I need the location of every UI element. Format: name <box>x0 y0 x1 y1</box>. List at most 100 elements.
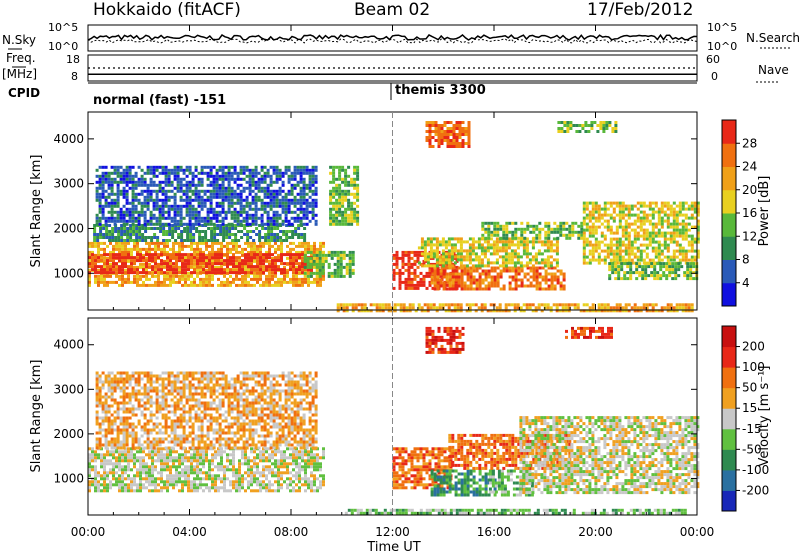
range-cell <box>149 177 153 181</box>
range-cell <box>645 246 649 250</box>
range-cell <box>138 230 142 233</box>
range-cell <box>233 171 237 175</box>
range-cell <box>573 303 577 307</box>
range-cell <box>209 180 213 184</box>
range-cell <box>493 233 497 237</box>
range-cell <box>660 225 664 229</box>
range-cell <box>543 264 547 268</box>
range-cell <box>185 174 189 178</box>
range-cell <box>563 124 567 127</box>
range-cell <box>456 309 460 313</box>
range-cell <box>218 183 222 187</box>
range-cell <box>125 171 129 175</box>
range-cell <box>107 174 111 178</box>
range-cell <box>495 246 499 250</box>
range-cell <box>630 228 634 232</box>
range-cell <box>446 283 450 287</box>
range-cell <box>654 240 658 244</box>
range-cell <box>172 241 175 245</box>
range-cell <box>314 186 318 190</box>
range-cell <box>181 274 184 278</box>
range-cell <box>157 280 160 284</box>
range-cell <box>609 237 613 241</box>
range-cell <box>229 268 232 272</box>
range-cell <box>286 271 289 275</box>
range-cell <box>455 133 459 136</box>
range-cell <box>167 207 171 211</box>
range-cell <box>272 165 276 169</box>
range-cell <box>154 271 157 275</box>
range-cell <box>442 281 446 285</box>
range-cell <box>624 237 628 241</box>
range-cell <box>278 177 282 181</box>
range-cell <box>341 198 345 202</box>
range-cell <box>293 186 297 190</box>
range-cell <box>159 230 163 233</box>
range-cell <box>238 271 241 275</box>
range-cell <box>256 280 259 284</box>
range-cell <box>636 231 640 235</box>
range-cell <box>122 195 126 199</box>
range-cell <box>669 240 673 244</box>
range-cell <box>447 243 451 247</box>
range-cell <box>675 309 679 313</box>
range-cell <box>460 284 464 288</box>
range-cell <box>256 250 259 254</box>
range-cell <box>437 142 441 145</box>
range-cell <box>118 256 121 260</box>
range-cell <box>139 259 142 263</box>
range-cell <box>250 268 253 272</box>
range-cell <box>525 240 529 244</box>
range-cell <box>134 195 138 199</box>
range-cell <box>95 222 99 226</box>
range-cell <box>492 252 496 256</box>
range-cell <box>597 216 601 220</box>
range-cell <box>280 244 283 248</box>
range-cell <box>185 192 189 196</box>
range-cell <box>651 309 655 313</box>
range-cell <box>402 306 406 310</box>
range-cell <box>239 168 243 172</box>
range-cell <box>314 177 318 181</box>
range-cell <box>170 171 174 175</box>
range-cell <box>487 284 491 288</box>
range-cell <box>686 265 690 269</box>
range-cell <box>335 186 339 190</box>
range-cell <box>450 264 454 268</box>
range-cell <box>650 262 654 266</box>
range-cell <box>395 253 399 257</box>
range-cell <box>502 227 506 231</box>
range-cell <box>443 139 447 142</box>
range-cell <box>132 227 136 230</box>
range-cell <box>543 243 547 247</box>
range-cell <box>398 274 402 278</box>
range-cell <box>226 256 229 260</box>
range-cell <box>588 240 592 244</box>
range-cell <box>356 204 360 208</box>
range-cell <box>220 259 223 263</box>
range-cell <box>131 216 135 220</box>
range-cell <box>597 246 601 250</box>
range-cell <box>335 177 339 181</box>
range-cell <box>123 239 127 242</box>
range-cell <box>272 216 276 220</box>
range-cell <box>502 233 506 237</box>
range-cell <box>154 259 157 263</box>
range-cell <box>151 271 154 275</box>
range-cell <box>233 168 237 172</box>
range-cell <box>278 222 282 226</box>
range-cell <box>638 265 642 269</box>
range-cell <box>295 274 298 278</box>
range-cell <box>345 265 349 269</box>
nave-right-tick-top: 60 <box>706 53 720 66</box>
range-cell <box>228 230 232 233</box>
range-cell <box>262 283 265 287</box>
range-cell <box>94 244 97 248</box>
range-cell <box>435 249 439 253</box>
range-cell <box>201 236 205 239</box>
range-cell <box>431 286 435 290</box>
range-cell <box>295 268 298 272</box>
range-cell <box>531 246 535 250</box>
range-cell <box>205 283 208 287</box>
range-cell <box>666 219 670 223</box>
